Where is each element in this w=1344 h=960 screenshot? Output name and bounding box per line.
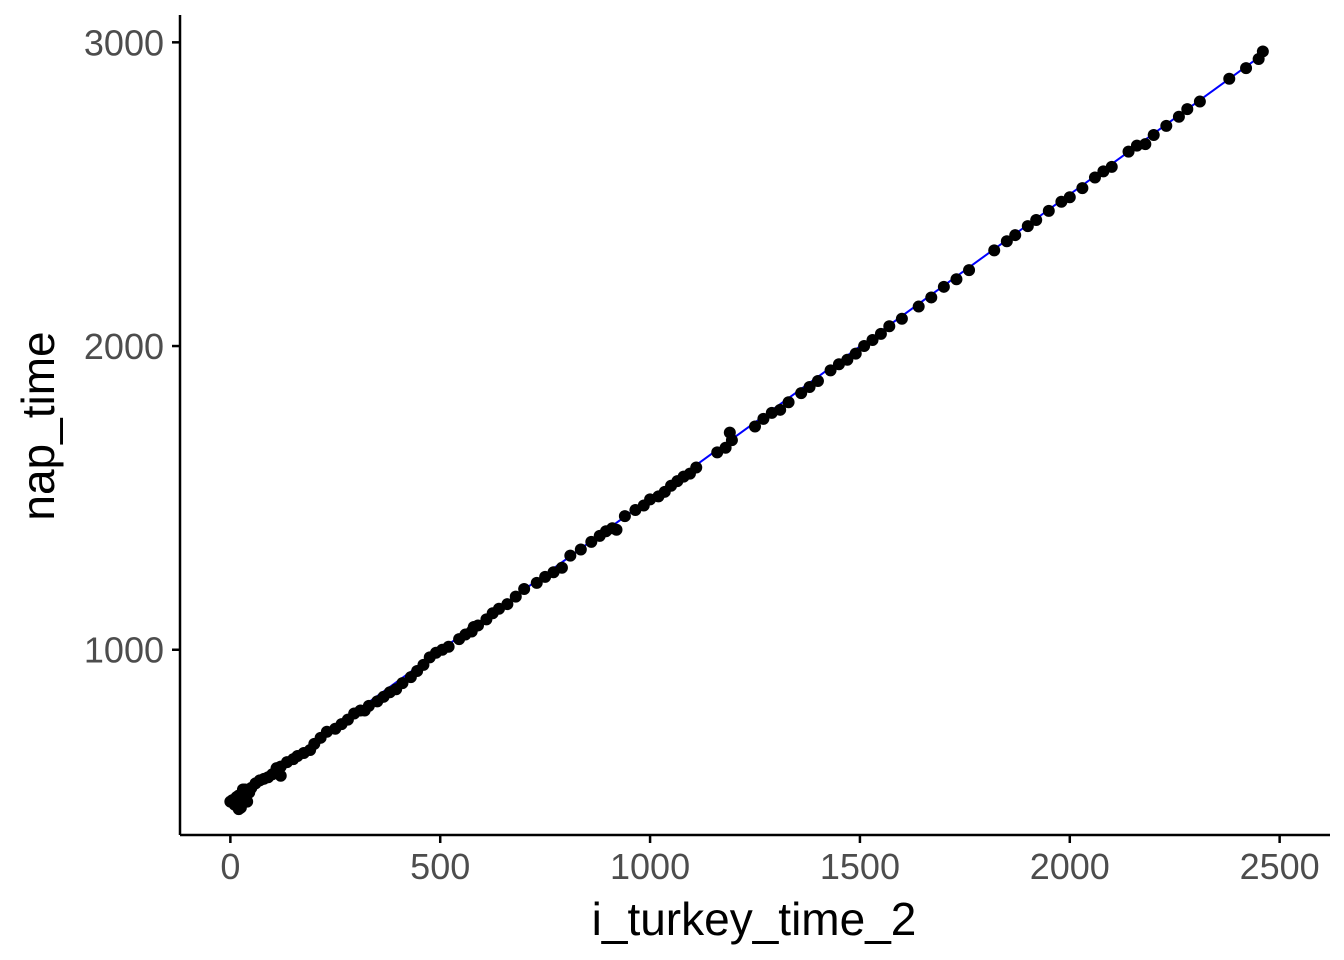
y-tick-label: 3000 bbox=[84, 22, 164, 63]
y-tick-label: 2000 bbox=[84, 326, 164, 367]
data-point bbox=[442, 640, 455, 653]
data-point bbox=[795, 387, 808, 400]
data-point bbox=[895, 312, 908, 325]
data-point bbox=[723, 426, 736, 439]
data-point bbox=[1076, 182, 1089, 195]
x-tick-label: 500 bbox=[410, 846, 470, 887]
data-point bbox=[1009, 229, 1022, 242]
data-point bbox=[937, 280, 950, 293]
x-tick-label: 2500 bbox=[1240, 846, 1320, 887]
data-point bbox=[1256, 45, 1269, 58]
data-point bbox=[849, 347, 862, 360]
data-point bbox=[883, 320, 896, 333]
data-point bbox=[1030, 214, 1043, 226]
y-tick-label: 1000 bbox=[84, 630, 164, 671]
data-point bbox=[774, 403, 787, 416]
data-point bbox=[1147, 128, 1160, 141]
data-point bbox=[782, 396, 795, 409]
data-point bbox=[509, 590, 522, 603]
data-point bbox=[585, 535, 598, 548]
x-axis-title: i_turkey_time_2 bbox=[592, 893, 917, 945]
data-point bbox=[467, 620, 480, 633]
data-point bbox=[518, 583, 531, 595]
data-point bbox=[912, 300, 925, 313]
data-point bbox=[396, 677, 409, 690]
y-axis-ticks: 1000 2000 3000 bbox=[84, 22, 180, 671]
data-point bbox=[530, 576, 543, 589]
x-tick-label: 1000 bbox=[610, 846, 690, 887]
data-point bbox=[1000, 235, 1013, 248]
data-point bbox=[1160, 119, 1173, 132]
data-point bbox=[749, 420, 761, 433]
data-point bbox=[1223, 72, 1236, 85]
data-point bbox=[358, 704, 371, 717]
data-point bbox=[866, 333, 879, 346]
data-point bbox=[555, 561, 568, 574]
data-point bbox=[564, 549, 577, 562]
data-point bbox=[1122, 145, 1135, 158]
data-point bbox=[1105, 160, 1118, 173]
data-point bbox=[1193, 95, 1206, 108]
data-point bbox=[858, 340, 871, 353]
x-axis-ticks: 0 500 1000 1500 2000 2500 bbox=[220, 835, 1320, 887]
data-point bbox=[811, 374, 824, 387]
data-point bbox=[610, 523, 623, 536]
y-axis-title: nap_time bbox=[12, 331, 64, 520]
data-point bbox=[232, 803, 245, 816]
data-point bbox=[988, 244, 1001, 257]
data-point bbox=[874, 327, 887, 340]
data-point bbox=[1042, 204, 1055, 217]
data-point bbox=[757, 412, 770, 425]
data-point bbox=[690, 461, 703, 474]
data-point bbox=[963, 264, 976, 277]
x-tick-label: 2000 bbox=[1030, 846, 1110, 887]
data-point bbox=[1063, 191, 1076, 204]
data-point bbox=[241, 795, 254, 808]
data-point bbox=[1240, 62, 1253, 75]
data-point bbox=[1139, 138, 1152, 151]
data-point bbox=[274, 769, 287, 782]
data-point bbox=[618, 510, 631, 523]
data-point bbox=[1088, 171, 1101, 184]
data-point bbox=[824, 364, 837, 377]
data-point bbox=[239, 783, 252, 796]
data-point bbox=[1172, 110, 1185, 123]
data-point bbox=[1021, 220, 1034, 233]
x-tick-label: 1500 bbox=[820, 846, 900, 887]
data-point bbox=[803, 381, 816, 394]
data-points bbox=[224, 45, 1269, 816]
data-point bbox=[501, 598, 514, 611]
data-point bbox=[1181, 103, 1194, 116]
data-point bbox=[950, 273, 963, 286]
data-point bbox=[574, 543, 587, 556]
x-tick-label: 0 bbox=[220, 846, 240, 887]
data-point bbox=[925, 291, 938, 304]
data-point bbox=[841, 353, 854, 366]
